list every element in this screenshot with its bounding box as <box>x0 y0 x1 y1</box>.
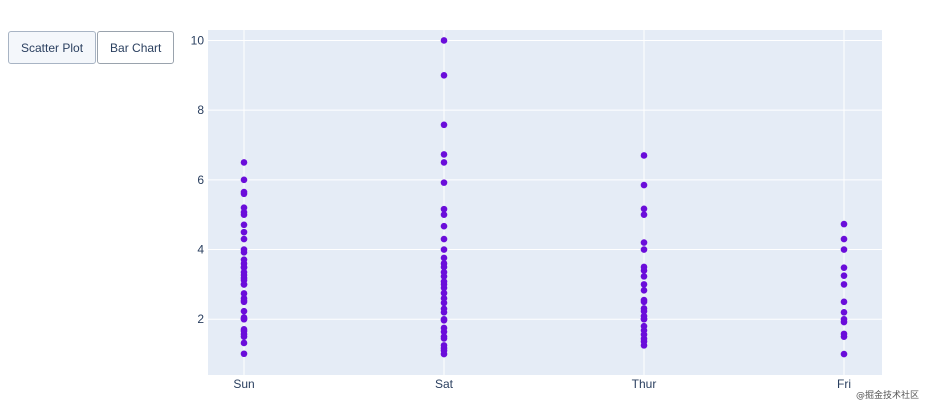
y-tick-label: 10 <box>191 33 205 47</box>
scatter-point[interactable] <box>640 263 648 271</box>
scatter-point[interactable] <box>440 333 448 340</box>
scatter-point[interactable] <box>240 256 248 263</box>
scatter-point[interactable] <box>840 220 848 228</box>
scatter-point[interactable] <box>640 152 648 159</box>
scatter-point[interactable] <box>440 278 448 285</box>
y-tick-label: 2 <box>197 312 204 326</box>
scatter-point[interactable] <box>840 264 848 271</box>
scatter-point[interactable] <box>240 295 248 302</box>
scatter-point[interactable] <box>240 314 248 321</box>
scatter-point[interactable] <box>240 159 248 166</box>
scatter-point[interactable] <box>240 188 248 196</box>
scatter-point[interactable] <box>440 254 448 262</box>
scatter-point[interactable] <box>240 307 248 315</box>
scatter-point[interactable] <box>440 72 448 79</box>
scatter-point[interactable] <box>440 159 448 166</box>
scatter-point[interactable] <box>840 315 848 323</box>
scatter-point[interactable] <box>240 339 248 347</box>
scatter-point[interactable] <box>640 322 648 330</box>
scatter-point[interactable] <box>440 260 448 267</box>
scatter-point[interactable] <box>240 176 248 184</box>
scatter-point[interactable] <box>440 235 448 243</box>
scatter-point[interactable] <box>840 272 848 279</box>
chart-type-button-group: Scatter Plot Bar Chart <box>8 31 175 64</box>
scatter-point[interactable] <box>440 299 448 307</box>
x-axis-ticks: Sun Sat Thur Fri <box>233 377 851 391</box>
x-tick-label: Fri <box>837 377 851 391</box>
scatter-point[interactable] <box>440 37 448 44</box>
scatter-point[interactable] <box>640 312 648 320</box>
scatter-point[interactable] <box>240 246 248 253</box>
scatter-point[interactable] <box>640 273 648 280</box>
scatter-point[interactable] <box>240 204 248 212</box>
scatter-point[interactable] <box>440 211 448 218</box>
scatter-point[interactable] <box>840 246 848 253</box>
watermark-text: @掘金技术社区 <box>855 391 919 401</box>
scatter-point[interactable] <box>440 121 448 129</box>
scatter-point[interactable] <box>440 342 448 349</box>
x-tick-label: Thur <box>632 377 657 391</box>
scatter-point[interactable] <box>440 205 448 213</box>
scatter-point[interactable] <box>440 295 448 302</box>
scatter-point[interactable] <box>240 228 248 236</box>
grid-lines <box>208 30 882 375</box>
data-points <box>240 37 848 358</box>
scatter-point[interactable] <box>640 239 648 246</box>
scatter-point[interactable] <box>840 298 848 306</box>
plot-background <box>208 30 882 375</box>
scatter-point[interactable] <box>440 246 448 253</box>
scatter-point[interactable] <box>640 296 648 304</box>
y-axis-ticks: 2 4 6 8 10 <box>191 33 205 326</box>
scatter-point[interactable] <box>840 281 848 288</box>
scatter-point[interactable] <box>440 151 448 158</box>
scatter-point[interactable] <box>840 330 848 338</box>
x-tick-label: Sun <box>233 377 254 391</box>
scatter-point[interactable] <box>240 208 248 216</box>
scatter-point[interactable] <box>440 268 448 276</box>
scatter-point[interactable] <box>440 289 448 297</box>
scatter-point[interactable] <box>440 305 448 313</box>
scatter-point[interactable] <box>240 350 248 358</box>
scatter-point[interactable] <box>640 205 648 213</box>
scatter-point[interactable] <box>240 290 248 297</box>
x-tick-label: Sat <box>435 377 454 391</box>
y-tick-label: 6 <box>197 173 204 187</box>
scatter-point[interactable] <box>640 287 648 294</box>
scatter-point[interactable] <box>640 211 648 218</box>
y-tick-label: 8 <box>197 103 204 117</box>
scatter-point[interactable] <box>640 181 648 189</box>
scatter-point[interactable] <box>440 324 448 332</box>
scatter-point[interactable] <box>240 221 248 229</box>
scatter-plot-button[interactable]: Scatter Plot <box>8 31 97 64</box>
scatter-point[interactable] <box>440 222 448 230</box>
scatter-point[interactable] <box>240 268 248 276</box>
scatter-point[interactable] <box>840 308 848 316</box>
scatter-point[interactable] <box>840 235 848 243</box>
scatter-point[interactable] <box>240 326 248 333</box>
scatter-point[interactable] <box>640 246 648 253</box>
scatter-point[interactable] <box>440 315 448 323</box>
scatter-point[interactable] <box>440 179 448 186</box>
scatter-point[interactable] <box>640 281 648 288</box>
scatter-point[interactable] <box>840 350 848 358</box>
bar-chart-button[interactable]: Bar Chart <box>97 31 175 64</box>
scatter-point[interactable] <box>640 305 648 312</box>
scatter-point[interactable] <box>240 235 248 243</box>
y-tick-label: 4 <box>197 243 204 257</box>
